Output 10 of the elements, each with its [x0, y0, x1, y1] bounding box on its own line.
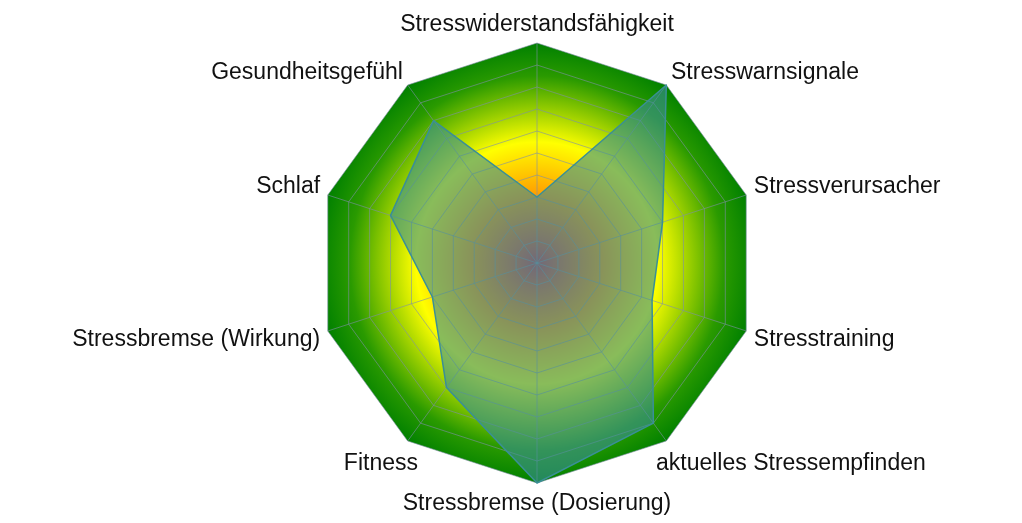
- spoke-label: Fitness: [343, 449, 418, 476]
- spoke-label: Stressbremse (Dosierung): [402, 488, 672, 515]
- spoke-label: Stressbremse (Wirkung): [72, 324, 321, 351]
- spoke-label: aktuelles Stressempfinden: [656, 449, 926, 476]
- spoke-label: Schlaf: [256, 171, 321, 198]
- spoke-label: Stressverursacher: [753, 171, 941, 198]
- spoke-label: Stresswiderstandsfähigkeit: [400, 10, 675, 36]
- spoke-label: Gesundheitsgefühl: [211, 57, 403, 84]
- spoke-label: Stresstraining: [753, 324, 895, 351]
- spoke-label: Stresswarnsignale: [671, 57, 859, 84]
